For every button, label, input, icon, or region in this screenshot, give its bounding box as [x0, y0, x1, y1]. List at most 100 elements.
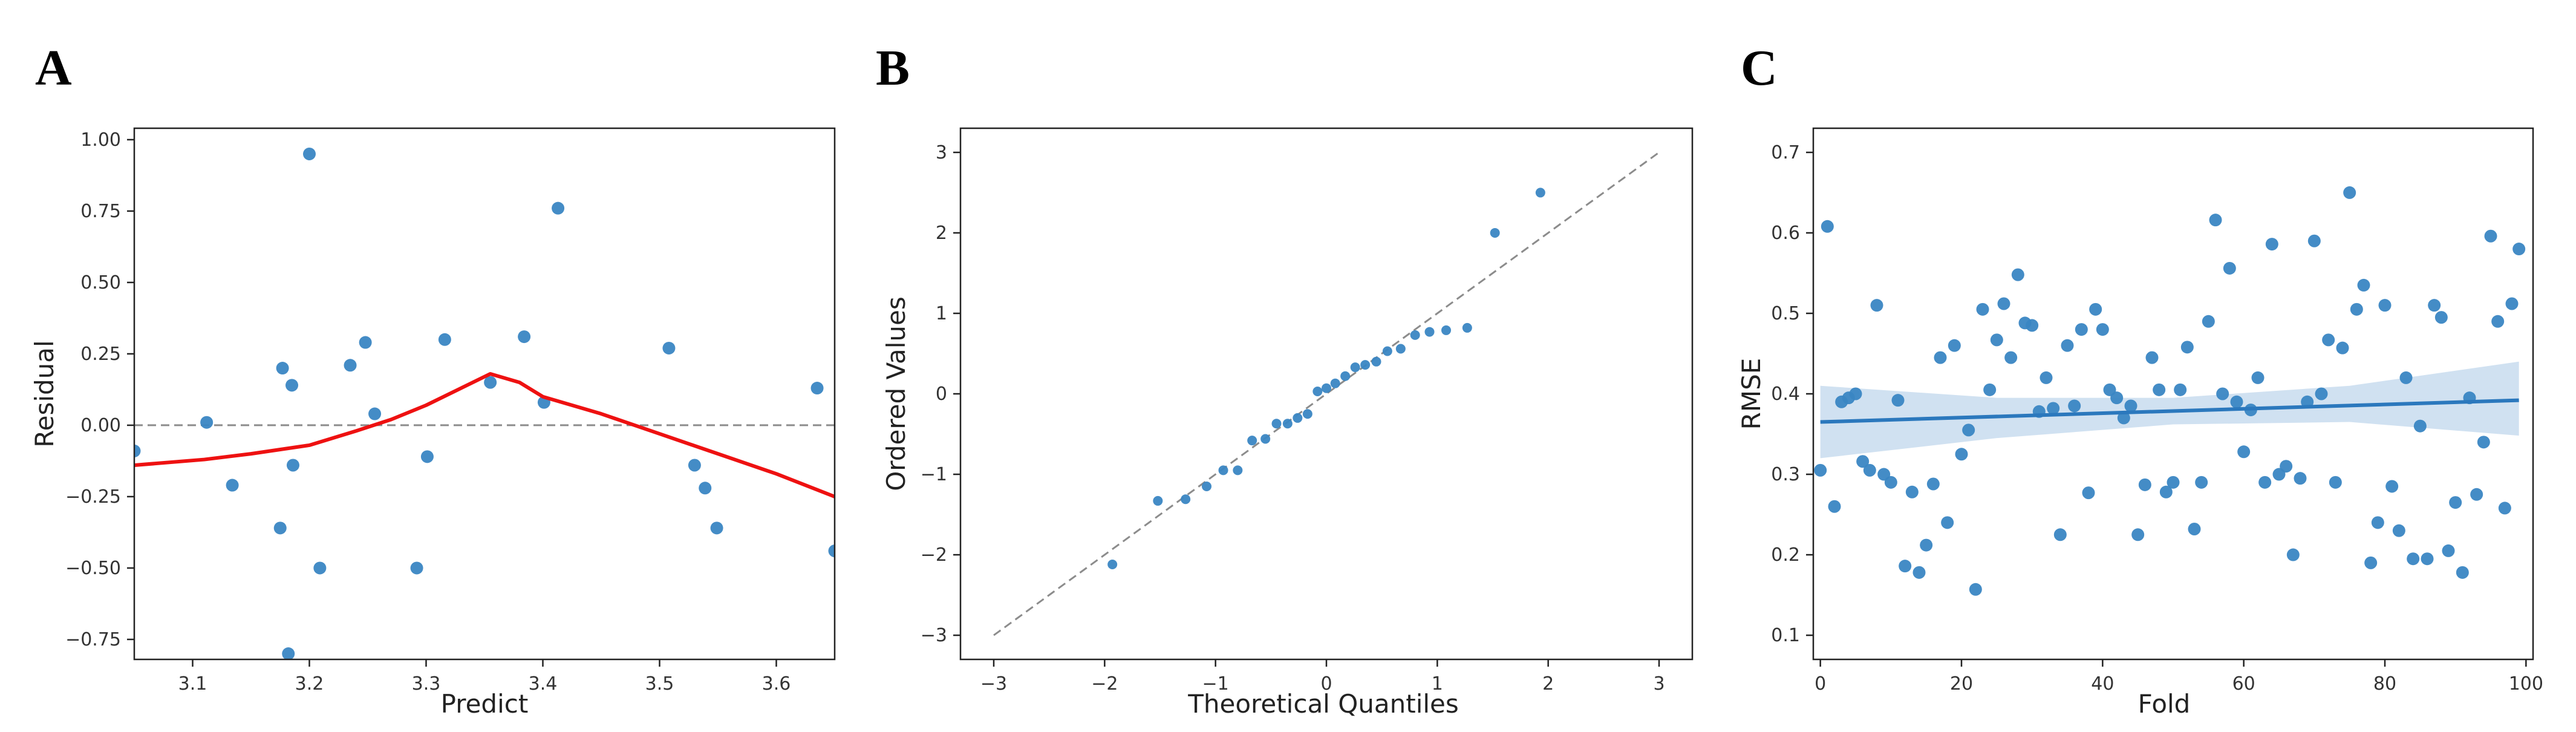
data-point: [2202, 315, 2215, 328]
y-tick-label: 0.50: [80, 272, 121, 293]
y-tick-label: 0.25: [80, 344, 121, 365]
data-point: [1218, 465, 1228, 475]
data-point: [134, 444, 141, 457]
data-point: [1849, 387, 1862, 400]
data-point: [1360, 360, 1371, 370]
data-point: [2392, 524, 2405, 537]
data-point: [828, 544, 835, 558]
x-tick-label: 3.6: [762, 673, 791, 694]
data-point: [2357, 278, 2370, 292]
data-point: [2096, 323, 2109, 336]
data-point: [1490, 227, 1500, 238]
y-tick-label: −0.25: [65, 486, 121, 508]
data-point: [1322, 383, 1331, 393]
data-point: [1997, 297, 2010, 310]
data-point: [1395, 344, 1406, 354]
data-point: [2082, 486, 2095, 500]
data-point: [1153, 495, 1163, 506]
data-point: [1107, 560, 1118, 570]
data-point: [2068, 399, 2081, 413]
data-point: [662, 341, 676, 355]
data-point: [2153, 383, 2166, 396]
y-tick-label: 0: [936, 384, 947, 405]
data-point: [2505, 297, 2519, 310]
data-point: [2110, 391, 2124, 405]
data-point: [2223, 261, 2236, 275]
y-tick-label: 0.3: [1771, 464, 1800, 485]
data-point: [1941, 516, 1954, 529]
data-point: [2371, 516, 2384, 529]
x-tick-label: 3.4: [529, 673, 558, 694]
data-point: [1983, 383, 1997, 396]
data-point: [2117, 411, 2130, 425]
data-point: [1891, 394, 1905, 407]
data-point: [2138, 478, 2151, 491]
panel-letter-a: A: [35, 40, 72, 96]
data-point: [2124, 399, 2137, 413]
data-point: [1282, 419, 1293, 429]
panel-letter-b: B: [876, 40, 910, 96]
data-point: [2315, 387, 2328, 400]
x-tick-label: −2: [1091, 673, 1118, 694]
y-tick-label: 0.1: [1771, 625, 1800, 646]
y-tick-label: 1.00: [80, 129, 121, 151]
data-point: [2350, 302, 2363, 316]
data-point: [1920, 538, 1933, 552]
data-point: [359, 336, 372, 349]
data-point: [303, 147, 316, 160]
data-point: [420, 450, 434, 463]
data-point: [1410, 330, 1420, 340]
data-point: [226, 479, 239, 492]
data-point: [1912, 566, 1926, 579]
data-point: [2385, 480, 2399, 493]
data-point: [1181, 494, 1191, 505]
data-point: [1462, 322, 1472, 333]
data-point: [1905, 485, 1919, 498]
x-tick-label: 20: [1950, 673, 1973, 694]
data-point: [2159, 485, 2173, 498]
x-tick-label: 3.5: [645, 673, 674, 694]
plot-frame-b: [959, 127, 1694, 661]
data-point: [2004, 351, 2018, 364]
data-point: [1247, 436, 1257, 446]
data-point: [1202, 481, 1211, 491]
data-point: [1821, 220, 1834, 233]
data-point: [1884, 475, 1897, 489]
data-point: [1233, 465, 1243, 475]
data-point: [2131, 528, 2145, 541]
data-point: [2011, 268, 2024, 281]
data-point: [2307, 234, 2321, 247]
residual-plot: 3.1 3.2 3.3 3.4 3.5 3.6 1.00 0.75 0.50 0.25 0.00 −0…: [30, 127, 836, 719]
y-axis-label-c: RMSE: [1736, 358, 1766, 430]
y-tick-label: 0.5: [1771, 303, 1800, 324]
data-point: [2061, 339, 2074, 352]
x-tick-label: 60: [2232, 673, 2255, 694]
data-point: [344, 359, 357, 372]
data-point: [518, 330, 531, 344]
data-point: [2188, 522, 2201, 535]
data-point: [1535, 188, 1545, 198]
x-tick-label: 40: [2091, 673, 2114, 694]
qq-reference-line: [993, 151, 1660, 636]
data-point: [276, 362, 289, 375]
data-point: [2167, 475, 2180, 489]
plot-frame-a: [133, 127, 836, 661]
data-point: [2477, 436, 2490, 449]
rmse-fold-plot: 0 20 40 60 80 100 0.7 0.6 0.5 0.4 0.3 0.2 0.1 Fold R…: [1736, 127, 2543, 719]
panel-letter-c: C: [1741, 40, 1778, 96]
data-point: [1976, 302, 1989, 316]
x-tick-label: 3.1: [178, 673, 207, 694]
data-point: [1814, 463, 1827, 477]
data-point: [2442, 544, 2455, 557]
data-point: [688, 459, 701, 472]
y-tick-label: 0.6: [1771, 223, 1800, 244]
data-point: [484, 376, 497, 389]
data-point: [2053, 528, 2067, 541]
data-point: [2329, 475, 2342, 489]
data-point: [2428, 299, 2441, 312]
y-axis-label-a: Residual: [30, 340, 59, 447]
data-point: [1955, 448, 1968, 461]
data-point: [2145, 351, 2159, 364]
data-point: [2258, 475, 2272, 489]
